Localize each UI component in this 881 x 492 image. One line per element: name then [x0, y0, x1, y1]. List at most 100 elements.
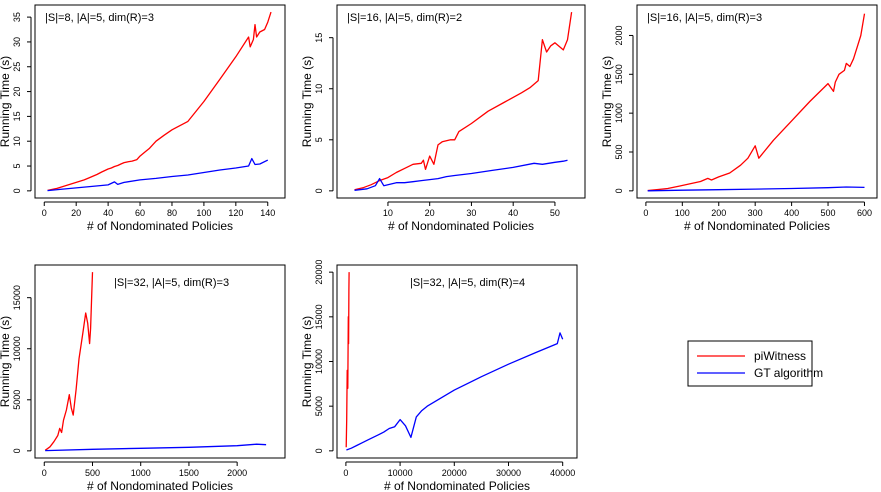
panel-title: |S|=8, |A|=5, dim(R)=3	[45, 12, 154, 24]
x-tick-label: 1000	[131, 468, 151, 478]
y-tick-label: 20000	[314, 260, 324, 285]
chart-panel-2: 10 20 30 40 50 0 5 10 15 # of Nondominated Polici…	[300, 4, 586, 233]
x-tick-label: 600	[857, 208, 872, 218]
panel-title: |S|=32, |A|=5, dim(R)=4	[410, 277, 525, 289]
x-tick-label: 30000	[496, 468, 521, 478]
legend-box	[687, 340, 813, 387]
x-tick-label: 2000	[227, 468, 247, 478]
chart-panel-5: 0 10000 20000 30000 40000 0 5000 10000 15000 2000…	[300, 260, 578, 492]
y-tick-label: 10000	[314, 349, 324, 374]
x-tick-label: 50	[550, 208, 560, 218]
y-axis: 0 5 10 15 20 25 30 35	[12, 12, 32, 193]
chart-panel-1: 0 20 40 60 80 100 120 140 0 5 10 15 20 25 30 35 # of Non…	[0, 4, 286, 233]
y-axis: 0 5000 10000 15000	[12, 285, 32, 453]
series-line-gt-algorithm	[47, 157, 269, 192]
panel-title: |S|=32, |A|=5, dim(R)=3	[114, 277, 229, 289]
x-tick-label: 10000	[388, 468, 413, 478]
x-tick-label: 300	[748, 208, 763, 218]
y-tick-label: 10	[12, 136, 22, 146]
series-group	[44, 272, 267, 452]
y-tick-label: 35	[12, 12, 22, 22]
y-axis-label: Running Time (s)	[0, 56, 12, 147]
y-tick-label: 5	[12, 164, 22, 169]
x-tick-label: 1500	[179, 468, 199, 478]
x-axis: 10 20 30 40 50	[383, 201, 560, 218]
series-line-piwitness	[354, 12, 573, 191]
y-tick-label: 10	[314, 84, 324, 94]
series-group	[647, 13, 866, 192]
y-tick-label: 5000	[12, 390, 22, 410]
y-tick-label: 5000	[314, 396, 324, 416]
x-tick-label: 0	[42, 208, 47, 218]
x-tick-label: 40	[508, 208, 518, 218]
y-tick-label: 30	[12, 37, 22, 47]
y-axis: 0 5 10 15	[314, 33, 334, 193]
y-axis: 0 5000 10000 15000 20000	[314, 260, 334, 453]
legend: piWitness GT algorithm	[687, 340, 823, 387]
y-tick-label: 15000	[12, 285, 22, 310]
y-tick-label: 2000	[614, 25, 624, 45]
x-axis: 0 100 200 300 400 500 600	[643, 201, 872, 218]
x-tick-label: 20	[71, 208, 81, 218]
y-tick-label: 1500	[614, 64, 624, 84]
series-group	[47, 11, 272, 192]
y-axis: 0 500 1000 1500 2000	[614, 25, 634, 193]
x-axis-label: # of Nondominated Policies	[384, 479, 530, 492]
y-tick-label: 0	[314, 188, 324, 193]
series-line-gt-algorithm	[354, 159, 568, 191]
series-group	[345, 272, 564, 451]
x-tick-label: 40	[103, 208, 113, 218]
legend-label-piwitness: piWitness	[754, 349, 806, 363]
series-line-piwitness	[345, 272, 350, 448]
x-tick-label: 20000	[442, 468, 467, 478]
x-tick-label: 20	[425, 208, 435, 218]
x-tick-label: 140	[260, 208, 275, 218]
y-axis-label: Running Time (s)	[0, 316, 12, 407]
x-tick-label: 80	[167, 208, 177, 218]
y-tick-label: 10000	[12, 336, 22, 361]
y-tick-label: 0	[12, 448, 22, 453]
x-tick-label: 10	[383, 208, 393, 218]
y-axis-label: Running Time (s)	[300, 56, 314, 147]
x-axis-label: # of Nondominated Policies	[684, 219, 830, 233]
plot-frame	[336, 4, 586, 199]
series-group	[354, 12, 573, 191]
x-tick-label: 30	[466, 208, 476, 218]
series-line-piwitness	[47, 11, 272, 192]
y-tick-label: 500	[614, 144, 624, 159]
panel-title: |S|=16, |A|=5, dim(R)=2	[347, 12, 462, 24]
y-tick-label: 15	[12, 111, 22, 121]
chart-panel-4: 0 500 1000 1500 2000 0 5000 10000 15000 # of Nond…	[0, 264, 286, 492]
panel-title: |S|=16, |A|=5, dim(R)=3	[647, 12, 762, 24]
y-tick-label: 20	[12, 87, 22, 97]
series-line-gt-algorithm	[346, 332, 564, 451]
plot-frame	[34, 264, 286, 459]
plot-frame	[636, 4, 878, 199]
x-tick-label: 120	[228, 208, 243, 218]
series-line-piwitness	[44, 272, 94, 451]
x-tick-label: 40000	[550, 468, 575, 478]
y-tick-label: 25	[12, 62, 22, 72]
plot-frame	[336, 264, 578, 459]
x-tick-label: 0	[643, 208, 648, 218]
y-tick-label: 0	[314, 448, 324, 453]
x-tick-label: 100	[196, 208, 211, 218]
x-tick-label: 400	[784, 208, 799, 218]
series-line-gt-algorithm	[45, 443, 267, 452]
x-tick-label: 500	[821, 208, 836, 218]
x-tick-label: 200	[711, 208, 726, 218]
y-axis-label: Running Time (s)	[300, 316, 314, 407]
x-axis-label: # of Nondominated Policies	[87, 479, 233, 492]
chart-panel-3: 0 100 200 300 400 500 600 0 500 1000 1500 2000 # of …	[600, 4, 878, 233]
x-tick-label: 60	[135, 208, 145, 218]
y-tick-label: 15000	[314, 304, 324, 329]
y-tick-label: 0	[12, 188, 22, 193]
series-line-piwitness	[647, 13, 866, 192]
plot-frame	[34, 4, 286, 199]
x-tick-label: 0	[42, 468, 47, 478]
x-axis-label: # of Nondominated Policies	[388, 219, 534, 233]
y-axis-label: Running Time (s)	[600, 56, 614, 147]
x-axis: 0 10000 20000 30000 40000	[343, 461, 575, 478]
